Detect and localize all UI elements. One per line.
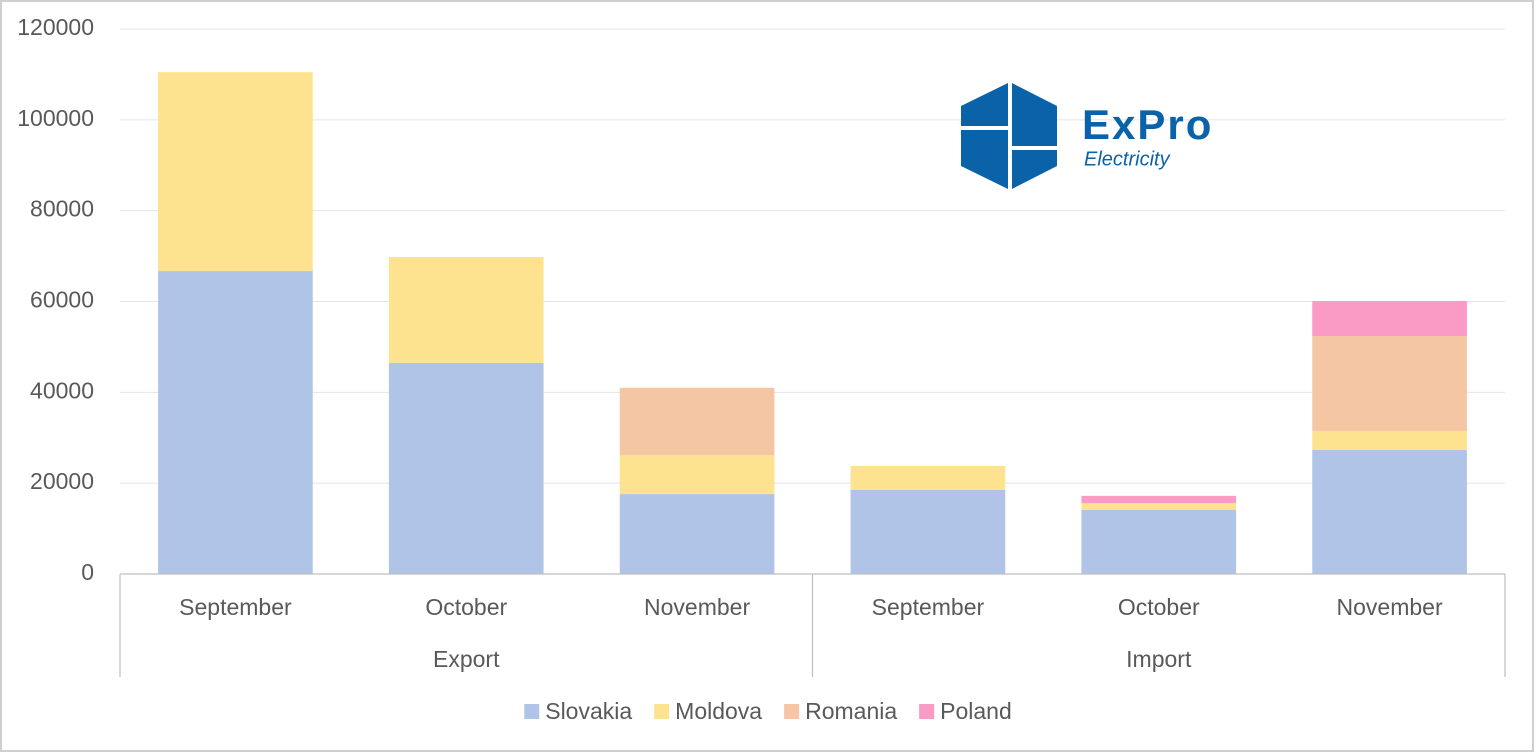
logo-name: ExPro xyxy=(1082,101,1213,148)
group-label: Export xyxy=(433,646,500,672)
x-tick-label: November xyxy=(1337,594,1443,620)
legend-swatch xyxy=(654,704,670,719)
bar-segment xyxy=(850,489,1006,574)
bar-segment xyxy=(619,455,775,495)
bar-segment xyxy=(850,465,1006,490)
legend-swatch xyxy=(784,704,800,719)
bar-segment xyxy=(619,494,775,574)
logo: ExPro Electricity xyxy=(961,82,1213,190)
x-tick-label: October xyxy=(425,594,507,620)
x-tick-label: September xyxy=(179,594,292,620)
legend-swatch xyxy=(919,704,935,719)
bar-segment xyxy=(388,362,544,574)
bar-segment xyxy=(158,72,313,272)
legend: Slovakia Moldova Romania Poland xyxy=(524,698,1012,724)
bar-segment xyxy=(1081,509,1237,574)
bar-segment xyxy=(1081,503,1237,510)
bar-segment xyxy=(388,256,544,363)
group-label: Import xyxy=(1126,646,1192,672)
y-tick-label: 100000 xyxy=(17,105,94,131)
x-tick-label: November xyxy=(644,594,750,620)
y-tick-label: 0 xyxy=(81,559,94,585)
y-tick-label: 80000 xyxy=(30,196,94,222)
legend-label: Romania xyxy=(805,698,897,724)
bar-segment xyxy=(1312,450,1467,574)
legend-label: Slovakia xyxy=(545,698,632,724)
legend-label: Moldova xyxy=(675,698,762,724)
y-tick-label: 40000 xyxy=(30,377,94,403)
logo-tagline: Electricity xyxy=(1084,148,1171,170)
y-tick-label: 120000 xyxy=(17,14,94,40)
y-tick-label: 60000 xyxy=(30,287,94,313)
bar-segment xyxy=(1312,336,1467,431)
bar-segment xyxy=(1081,495,1237,504)
bar-segment xyxy=(1312,430,1467,451)
bar-segment xyxy=(1312,301,1467,337)
x-tick-label: October xyxy=(1118,594,1200,620)
bar-segment xyxy=(619,387,775,456)
x-tick-label: September xyxy=(872,594,985,620)
legend-label: Poland xyxy=(940,698,1012,724)
legend-swatch xyxy=(524,704,540,719)
bar-segment xyxy=(158,271,313,574)
y-tick-label: 20000 xyxy=(30,468,94,494)
